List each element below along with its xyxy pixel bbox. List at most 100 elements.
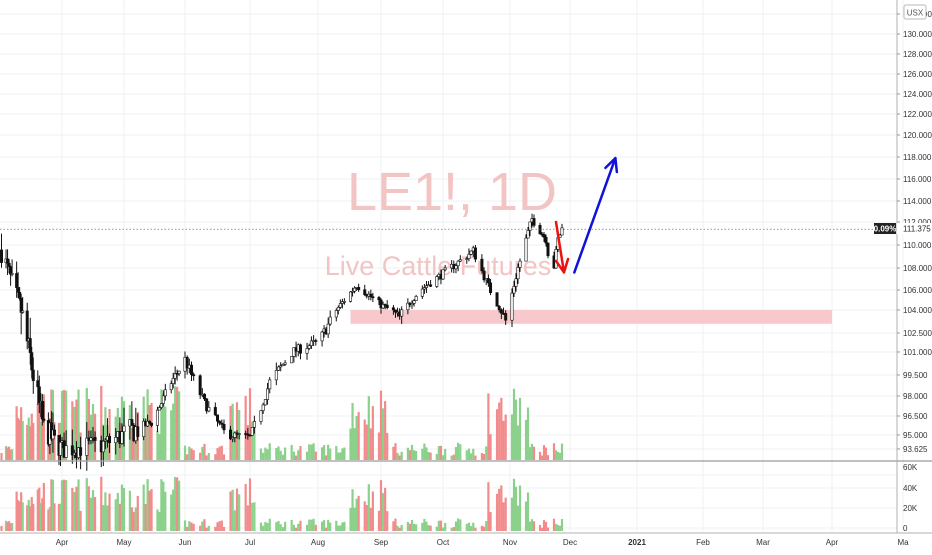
volume-bar [558, 452, 562, 460]
volume-pane-bar [246, 505, 249, 531]
candle [6, 249, 10, 275]
volume-pane-bar [50, 479, 53, 531]
volume-pane-bar [467, 522, 471, 531]
volume-bar [201, 446, 204, 460]
volume-pane-bar [329, 522, 332, 531]
volume-bar [482, 454, 486, 460]
volume-bar [104, 407, 107, 460]
candle [216, 414, 220, 427]
volume-pane-bar [392, 521, 395, 531]
volume-pane-bar [514, 486, 518, 531]
volume-pane-bar [32, 503, 35, 531]
volume-bar [489, 434, 492, 460]
volume-pane-bar [39, 503, 42, 531]
candle [192, 372, 196, 381]
volume-bar [406, 447, 409, 460]
volume-tick-label: 40K [903, 484, 918, 493]
volume-pane-bar [144, 503, 147, 531]
watermark-symbol: LE1!, 1D [347, 162, 557, 222]
volume-bar [441, 455, 445, 460]
volume-pane-bar [379, 480, 383, 531]
candle [499, 308, 503, 320]
volume-bar [532, 446, 536, 460]
volume-bar [469, 453, 473, 460]
volume-pane-bar [164, 491, 167, 531]
volume-pane-bar [48, 507, 52, 531]
volume-pane-bar [337, 525, 340, 531]
volume-pane-bar [544, 521, 548, 531]
volume-bar [281, 454, 285, 460]
time-tick-label: Mar [756, 538, 770, 547]
time-tick-label: Aug [311, 538, 325, 547]
candle [220, 419, 224, 429]
candle [159, 402, 163, 410]
volume-bar [459, 444, 462, 460]
volume-pane-bar [51, 479, 55, 531]
volume-bar [290, 444, 293, 460]
candle [198, 374, 202, 399]
currency-badge[interactable]: USX [903, 4, 927, 20]
candle [122, 407, 126, 447]
candle [85, 422, 89, 471]
candle [157, 405, 161, 411]
volume-pane-bar [201, 521, 204, 531]
volume-pane-bar [427, 525, 430, 531]
volume-bar [39, 422, 42, 460]
candle [148, 420, 152, 425]
volume-bar [367, 396, 370, 460]
volume-pane-bar [489, 512, 492, 531]
volume-bar [400, 451, 403, 460]
volume-pane-bar [423, 518, 426, 531]
volume-bar [408, 450, 412, 460]
candle [381, 301, 385, 310]
volume-pane-bar [394, 518, 397, 531]
volume-bar [310, 444, 313, 460]
volume-tick-label: 60K [903, 463, 918, 472]
volume-pane-bar [325, 527, 328, 531]
volume-pane-bar [518, 485, 522, 531]
volume-pane-bar [554, 523, 558, 531]
volume-pane-bar [349, 507, 352, 531]
volume-pane-bar [190, 522, 193, 531]
volume-pane-bar [136, 495, 139, 531]
candle [79, 436, 83, 470]
volume-bar [538, 451, 542, 460]
candle [326, 317, 330, 338]
volume-bar [160, 389, 163, 460]
volume-pane-bar [106, 505, 109, 531]
candle [538, 222, 542, 235]
volume-bar [365, 424, 368, 460]
volume-bar [62, 389, 66, 460]
candle [233, 431, 237, 443]
candle [379, 298, 383, 314]
volume-bar [7, 446, 11, 460]
volume-pane-bar [498, 488, 501, 531]
volume-pane-bar [279, 524, 282, 531]
candle [175, 369, 179, 381]
candle [163, 383, 167, 401]
volume-pane-bar [235, 488, 239, 531]
candle [0, 233, 4, 268]
price-tick-label: 99.500 [903, 371, 928, 380]
candle [458, 255, 462, 263]
volume-pane-bar [85, 478, 88, 531]
candle [231, 436, 235, 443]
candle [518, 258, 522, 272]
volume-pane-bar [421, 522, 424, 531]
volume-pane-bar [42, 482, 45, 531]
volume-pane-bar [36, 489, 39, 531]
candle [353, 286, 357, 294]
volume-pane-bar [4, 520, 8, 531]
volume-bar [174, 386, 177, 460]
volume-pane-bar [400, 524, 403, 531]
volume-bar [299, 446, 302, 460]
candle [314, 338, 318, 346]
volume-bar [251, 421, 254, 460]
volume-bar [41, 415, 44, 460]
candle [504, 310, 508, 325]
volume-pane-bar [512, 478, 516, 531]
volume-pane-bar [500, 485, 503, 531]
volume-bar [444, 448, 447, 460]
